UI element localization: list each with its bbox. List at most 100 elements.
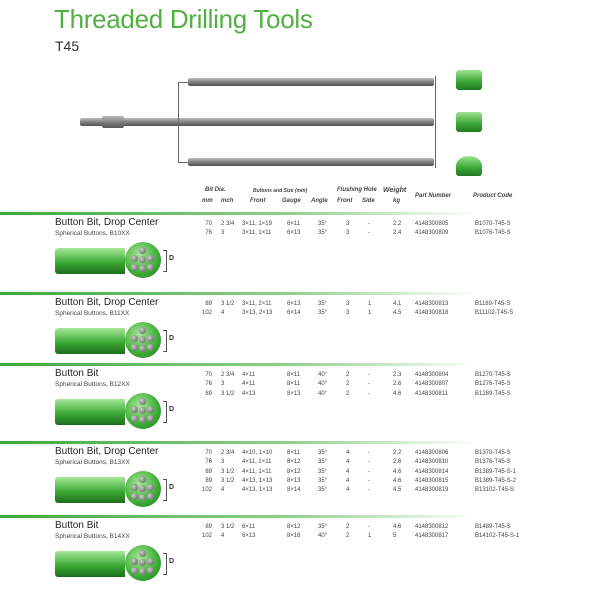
carbide-button bbox=[147, 344, 154, 351]
carbide-button bbox=[131, 335, 138, 342]
cell-flush-front: 2 bbox=[346, 372, 350, 378]
bit-body bbox=[55, 248, 125, 274]
carbide-button bbox=[139, 550, 146, 557]
page-subtitle: T45 bbox=[55, 38, 80, 54]
cell-weight: 2.6 bbox=[393, 381, 402, 388]
diameter-label: D bbox=[169, 558, 175, 565]
carbide-button bbox=[131, 264, 138, 271]
cell-angle: 35° bbox=[318, 450, 328, 456]
section-subtitle: Spherical Buttons, B11XX bbox=[55, 310, 130, 317]
cell-inch: 3 1/2 bbox=[221, 390, 235, 397]
cell-gauge-buttons: 6×13 bbox=[287, 230, 301, 237]
bit-face bbox=[125, 545, 161, 581]
cell-flush-side: - bbox=[368, 372, 370, 378]
cell-product-code: B1276-T45-S bbox=[475, 381, 511, 388]
diameter-marker bbox=[163, 330, 167, 352]
carbide-button bbox=[139, 568, 146, 575]
connector-line bbox=[178, 82, 192, 83]
cell-angle: 40° bbox=[318, 533, 328, 540]
cell-flush-side: - bbox=[368, 230, 370, 237]
cell-angle: 40° bbox=[318, 390, 328, 397]
header-buttons: Buttons and Size (mm) bbox=[253, 188, 308, 194]
carbide-button bbox=[139, 494, 146, 501]
cell-gauge-buttons: 8×16 bbox=[287, 533, 301, 540]
cell-product-code: B1070-T45-S bbox=[475, 221, 511, 227]
diameter-marker bbox=[163, 553, 167, 575]
header-flushing-hole: Flushing Hole bbox=[337, 187, 377, 193]
bit-face bbox=[125, 242, 161, 278]
diameter-label: D bbox=[169, 484, 175, 491]
cell-flush-front: 4 bbox=[346, 450, 350, 456]
cell-flush-side: 1 bbox=[368, 533, 372, 540]
cell-product-code: B1489-T45-S bbox=[475, 524, 511, 530]
cell-flush-side: - bbox=[368, 487, 370, 494]
cell-product-code: B1376-T45-S bbox=[475, 459, 511, 466]
connector-line bbox=[435, 76, 436, 168]
cell-gauge-buttons: 8×13 bbox=[287, 477, 301, 484]
cell-part-number: 4148300804 bbox=[415, 372, 449, 378]
rod-row-3 bbox=[188, 158, 434, 166]
cell-part-number: 4148300817 bbox=[415, 533, 449, 540]
cell-flush-front: 2 bbox=[346, 524, 350, 530]
carbide-button bbox=[139, 407, 146, 414]
carbide-button bbox=[131, 484, 138, 491]
cell-gauge-buttons: 8×11 bbox=[287, 450, 301, 456]
carbide-button bbox=[131, 255, 138, 262]
header-weight: Weight bbox=[383, 187, 407, 194]
cell-weight: 2.4 bbox=[393, 230, 402, 237]
cell-flush-front: 4 bbox=[346, 487, 350, 494]
cell-front-buttons: 3×11, 2×11 bbox=[242, 301, 272, 307]
cell-gauge-buttons: 8×14 bbox=[287, 487, 301, 494]
cell-part-number: 4148300815 bbox=[415, 477, 449, 484]
cell-angle: 35° bbox=[318, 310, 328, 317]
cell-inch: 3 1/2 bbox=[221, 301, 235, 307]
bit-face bbox=[125, 393, 161, 429]
bit-thumbnail bbox=[456, 156, 482, 176]
carbide-button bbox=[131, 493, 138, 500]
bit-thumbnail bbox=[456, 112, 482, 132]
cell-flush-front: 4 bbox=[346, 468, 350, 475]
cell-inch: 2 3/4 bbox=[221, 450, 235, 456]
button-bit-image: D bbox=[55, 391, 180, 431]
section-subtitle: Spherical Buttons, B13XX bbox=[55, 459, 130, 466]
cell-flush-side: - bbox=[368, 221, 370, 227]
header-flush-side: Side bbox=[362, 198, 375, 204]
connector-line bbox=[178, 82, 179, 162]
section-title: Button Bit, Drop Center bbox=[55, 446, 159, 457]
cell-front-buttons: 6×13 bbox=[242, 533, 256, 540]
cell-front-buttons: 4×13, 1×13 bbox=[242, 487, 273, 494]
carbide-button bbox=[139, 476, 146, 483]
cell-inch: 3 bbox=[221, 381, 225, 388]
cell-flush-front: 2 bbox=[346, 390, 350, 397]
cell-gauge-buttons: 8×12 bbox=[287, 524, 301, 530]
cell-inch: 4 bbox=[221, 487, 225, 494]
cell-inch: 3 1/2 bbox=[221, 468, 235, 475]
button-bit-image: D bbox=[55, 543, 180, 583]
cell-weight: 2.3 bbox=[393, 372, 402, 378]
carbide-button bbox=[139, 327, 146, 334]
carbide-button bbox=[147, 484, 154, 491]
cell-front-buttons: 4×10, 1×10 bbox=[242, 450, 273, 456]
cell-part-number: 4148300814 bbox=[415, 468, 449, 475]
section-divider bbox=[0, 441, 480, 444]
cell-mm: 89 bbox=[205, 524, 212, 530]
cell-mm: 89 bbox=[205, 301, 212, 307]
cell-mm: 89 bbox=[205, 477, 212, 484]
header-angle: Angle bbox=[311, 198, 328, 204]
cell-flush-front: 3 bbox=[346, 310, 350, 317]
cell-mm: 102 bbox=[201, 487, 212, 494]
carbide-button bbox=[139, 559, 146, 566]
cell-part-number: 4148300810 bbox=[415, 459, 449, 466]
diameter-label: D bbox=[169, 335, 175, 342]
carbide-button bbox=[131, 558, 138, 565]
cell-part-number: 4148300805 bbox=[415, 221, 449, 227]
cell-weight: 2.2 bbox=[393, 450, 402, 456]
cell-weight: 4.6 bbox=[393, 390, 402, 397]
cell-product-code: B1389-T45-S-2 bbox=[475, 477, 517, 484]
diameter-marker bbox=[163, 479, 167, 501]
cell-part-number: 4148300806 bbox=[415, 450, 449, 456]
carbide-button bbox=[139, 485, 146, 492]
bit-thumbnail bbox=[456, 70, 482, 90]
section-divider bbox=[0, 363, 480, 366]
cell-angle: 35° bbox=[318, 459, 328, 466]
